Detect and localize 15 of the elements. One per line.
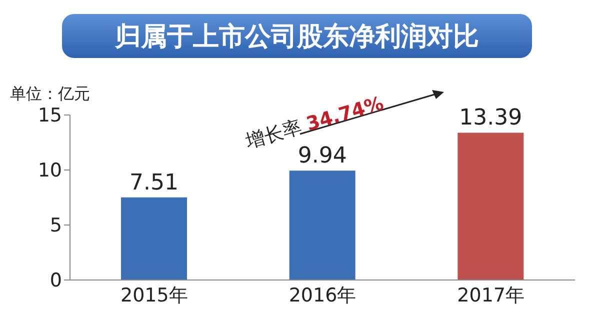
y-tick-label: 10	[38, 160, 62, 182]
y-tick-label: 15	[38, 104, 62, 127]
x-tick-label: 2015年	[120, 284, 188, 306]
data-label: 9.94	[298, 144, 347, 169]
chart-title: 归属于上市公司股东净利润对比	[62, 14, 532, 58]
data-label: 7.51	[130, 170, 178, 196]
x-tick-label: 2016年	[288, 284, 356, 306]
y-tick-label: 5	[50, 214, 62, 237]
bar	[121, 197, 187, 280]
y-axis-title: 单位：亿元	[10, 84, 90, 105]
x-tick-label: 2017年	[457, 284, 525, 306]
bar	[289, 170, 356, 280]
bar	[458, 132, 524, 280]
data-label: 13.39	[459, 106, 522, 131]
y-tick-label: 0	[50, 270, 62, 292]
